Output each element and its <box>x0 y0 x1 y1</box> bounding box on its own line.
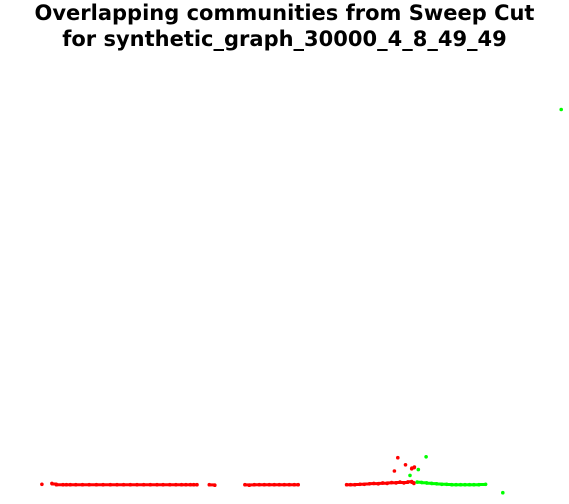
data-point <box>174 483 178 487</box>
data-point <box>501 491 505 495</box>
data-point <box>420 481 424 485</box>
data-point <box>189 483 193 487</box>
data-point <box>349 483 353 487</box>
data-point <box>81 483 85 487</box>
data-point <box>450 483 454 487</box>
data-point <box>129 483 133 487</box>
data-point <box>50 482 54 486</box>
data-point <box>95 483 99 487</box>
data-point <box>393 469 397 473</box>
data-point <box>459 483 463 487</box>
data-point <box>195 483 199 487</box>
data-point <box>161 483 165 487</box>
data-point <box>208 483 212 487</box>
data-point <box>358 483 362 487</box>
data-point <box>408 474 412 478</box>
data-point <box>353 483 357 487</box>
data-point <box>135 483 139 487</box>
data-point <box>435 482 439 486</box>
data-point <box>417 468 421 472</box>
data-point <box>283 483 287 487</box>
data-point <box>472 483 476 487</box>
data-point <box>248 483 252 487</box>
data-point <box>213 483 217 487</box>
data-point <box>363 483 367 487</box>
data-point <box>368 482 372 486</box>
data-point <box>406 480 410 484</box>
data-point <box>477 483 481 487</box>
data-point <box>115 483 119 487</box>
data-point <box>263 483 267 487</box>
data-point <box>559 108 563 112</box>
data-point <box>394 481 398 485</box>
data-point <box>430 482 434 486</box>
data-point <box>69 483 73 487</box>
data-point <box>184 483 188 487</box>
data-point <box>168 483 172 487</box>
data-point <box>440 483 444 487</box>
data-point <box>87 483 91 487</box>
data-point <box>149 483 153 487</box>
data-point <box>415 480 419 484</box>
data-point <box>109 483 113 487</box>
data-point <box>445 483 449 487</box>
data-point <box>454 483 458 487</box>
data-point <box>192 483 196 487</box>
data-point <box>288 483 292 487</box>
data-point <box>142 483 146 487</box>
data-point <box>404 463 408 467</box>
data-point <box>65 483 69 487</box>
data-point <box>468 483 472 487</box>
data-point <box>398 480 402 484</box>
data-point <box>268 483 272 487</box>
data-point <box>40 483 44 487</box>
data-point <box>377 482 381 486</box>
data-point <box>372 482 376 486</box>
data-point <box>424 455 428 459</box>
data-point <box>293 483 297 487</box>
data-point <box>463 483 467 487</box>
data-point <box>122 483 126 487</box>
data-point <box>278 483 282 487</box>
data-point <box>390 481 394 485</box>
data-point <box>61 483 65 487</box>
data-point <box>101 483 105 487</box>
data-point <box>74 483 78 487</box>
data-point <box>253 483 257 487</box>
data-point <box>296 483 300 487</box>
data-point <box>385 482 389 486</box>
data-point <box>55 483 59 487</box>
data-point <box>345 483 349 487</box>
data-point <box>273 483 277 487</box>
data-point <box>381 481 385 485</box>
data-point <box>484 483 488 487</box>
data-point <box>413 465 417 469</box>
data-point <box>412 482 416 486</box>
data-point <box>243 483 247 487</box>
data-point <box>155 483 159 487</box>
data-point <box>396 456 400 460</box>
data-point <box>425 481 429 485</box>
data-point <box>402 481 406 485</box>
data-point <box>258 483 262 487</box>
data-point <box>180 483 184 487</box>
